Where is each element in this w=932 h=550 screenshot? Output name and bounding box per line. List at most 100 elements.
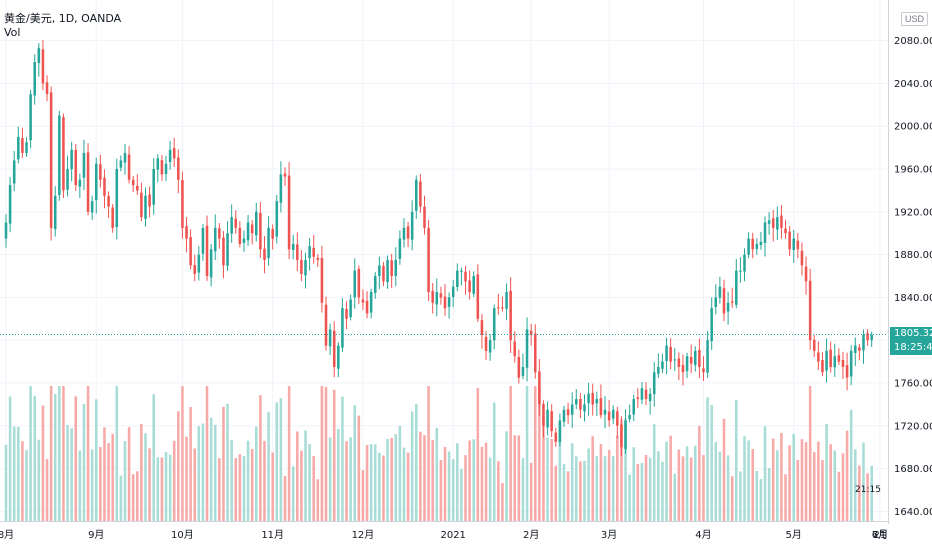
volume-bar — [624, 418, 627, 521]
volume-bar — [817, 441, 820, 521]
candle-body — [579, 398, 582, 410]
candle-body — [460, 270, 463, 272]
volume-bar — [759, 478, 763, 521]
candle-body — [222, 237, 225, 266]
candle-body — [681, 364, 685, 373]
candle-body — [300, 259, 303, 274]
volume-bar — [837, 471, 841, 521]
volume-bar — [70, 428, 73, 521]
volume-bar — [509, 386, 512, 521]
candle-body — [570, 404, 574, 415]
candle-body — [776, 217, 779, 230]
candle-body — [562, 409, 566, 422]
candle-body — [800, 250, 804, 266]
volume-bar — [189, 406, 192, 521]
candle-body — [480, 320, 484, 335]
price-axis[interactable]: 1640.0001680.0001720.0001760.0001800.000… — [894, 36, 932, 518]
volume-bar — [689, 457, 693, 521]
volume-bar — [373, 444, 377, 521]
volume-bar — [776, 450, 779, 521]
candle-body — [345, 308, 348, 319]
volume-bar — [677, 449, 681, 521]
candle-body — [45, 82, 49, 95]
volume-bar — [45, 459, 49, 521]
volume-bar — [230, 439, 233, 521]
volume-bar — [780, 432, 783, 521]
volume-bar — [751, 448, 754, 521]
volume-bar — [591, 436, 594, 521]
volume-bar — [648, 457, 652, 521]
volume-bar — [291, 466, 295, 521]
candle-body — [644, 389, 648, 400]
candle-body — [369, 292, 373, 313]
candle-body — [177, 157, 180, 180]
volume-bar — [49, 386, 53, 521]
volume-bar — [513, 435, 517, 521]
candle-body — [451, 286, 455, 298]
candle-body — [312, 247, 315, 257]
currency-unit-badge[interactable]: USD — [900, 12, 928, 26]
volume-bar — [349, 437, 352, 521]
volume-bar — [254, 426, 258, 521]
candle-body — [291, 243, 295, 250]
time-tick-label: 6月 — [872, 529, 888, 541]
volume-bar — [136, 471, 139, 521]
candle-body — [213, 227, 217, 252]
candle-body — [825, 350, 828, 371]
candle-body — [127, 154, 131, 180]
volume-bar — [378, 452, 381, 521]
volume-bar — [144, 433, 147, 521]
volume-bar — [480, 447, 484, 521]
candle-body — [66, 169, 69, 190]
chart-legend: 黄金/美元, 1D, OANDA Vol — [4, 12, 121, 40]
volume-bar — [792, 433, 796, 521]
candle-body — [689, 356, 693, 364]
candle-body — [357, 268, 361, 298]
candle-body — [160, 160, 164, 175]
volume-bar — [111, 433, 114, 521]
volume-bar — [755, 471, 759, 521]
volume-bar — [616, 435, 619, 521]
volume-bar — [722, 418, 726, 521]
candle-body — [308, 246, 311, 259]
symbol-title[interactable]: 黄金/美元, 1D, OANDA — [4, 12, 122, 25]
price-tick-label: 2080.000 — [894, 36, 932, 47]
candle-body — [209, 249, 213, 278]
candle-body — [706, 340, 709, 373]
volume-bar — [845, 430, 849, 521]
candle-body — [185, 226, 188, 239]
volume-bar — [193, 448, 197, 521]
volume-bar — [583, 460, 586, 521]
candle-body — [296, 244, 299, 260]
volume-bar — [657, 451, 660, 521]
volume-bar — [369, 444, 373, 521]
volume-bar — [226, 403, 229, 521]
volume-indicator-label[interactable]: Vol — [4, 26, 21, 39]
candle-body — [472, 276, 475, 294]
candle-body — [410, 211, 414, 240]
candlesticks — [4, 40, 873, 457]
volume-bar — [103, 427, 106, 521]
candle-body — [148, 194, 151, 207]
candle-body — [406, 226, 410, 239]
candle-body — [230, 217, 233, 234]
candle-body — [337, 345, 340, 369]
volume-bar — [788, 445, 791, 521]
candle-body — [386, 259, 389, 283]
volume-bar — [796, 460, 800, 521]
volume-bar — [287, 386, 291, 521]
volume-bar — [460, 469, 463, 521]
volume-bar — [456, 443, 459, 521]
volume-bar — [382, 455, 385, 521]
candle-body — [673, 359, 677, 361]
volume-bar — [644, 455, 648, 521]
volume-bar — [550, 438, 553, 521]
volume-bar — [620, 419, 623, 521]
candle-body — [361, 299, 365, 303]
volume-bar — [570, 443, 574, 521]
candle-body — [94, 163, 98, 201]
volume-bar — [328, 437, 332, 521]
candle-body — [49, 92, 53, 228]
